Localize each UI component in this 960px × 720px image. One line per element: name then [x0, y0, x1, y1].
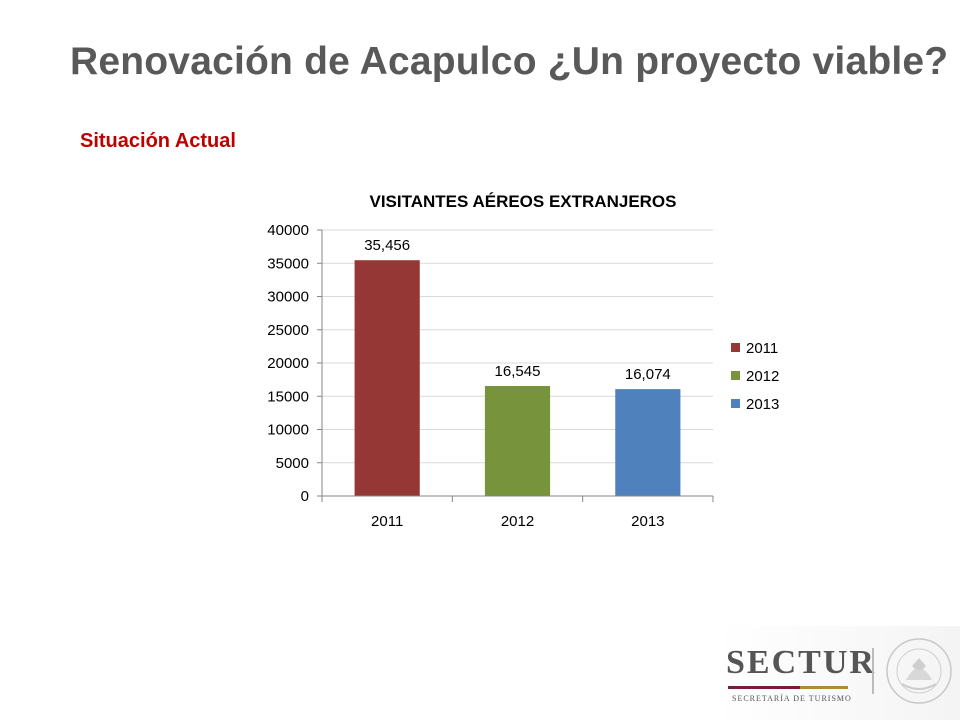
- page-title: Renovación de Acapulco ¿Un proyecto viab…: [70, 40, 949, 83]
- x-tick-label: 2011: [371, 513, 403, 530]
- data-label-2012: 16,545: [495, 363, 541, 380]
- legend-label-2013: 2013: [746, 396, 779, 413]
- y-tick-label: 30000: [267, 289, 309, 306]
- y-tick-label: 35000: [267, 255, 309, 272]
- chart-title: VISITANTES AÉREOS EXTRANJEROS: [370, 192, 677, 211]
- x-axis: 2011 2012 2013: [321, 495, 714, 530]
- y-tick-label: 5000: [276, 455, 309, 472]
- x-tick-label: 2012: [501, 513, 534, 530]
- sectur-logo: SECTUR SECRETARÍA DE TURISMO: [716, 626, 960, 720]
- logo-tagline: SECRETARÍA DE TURISMO: [732, 694, 852, 703]
- national-seal-icon: [886, 638, 952, 704]
- y-tick-label: 15000: [267, 388, 309, 405]
- y-tick-label: 20000: [267, 355, 309, 372]
- data-label-2011: 35,456: [364, 237, 410, 254]
- y-tick-label: 0: [301, 488, 309, 505]
- data-label-2013: 16,074: [625, 366, 671, 383]
- bar-2012: [484, 385, 551, 496]
- y-tick-label: 25000: [267, 322, 309, 339]
- legend-swatch-2012: [731, 371, 740, 380]
- legend: 2011 2012 2013: [731, 340, 779, 413]
- section-subtitle: Situación Actual: [80, 130, 236, 152]
- logo-wordmark: SECTUR: [726, 644, 876, 681]
- logo-divider: [872, 648, 874, 694]
- legend-label-2012: 2012: [746, 368, 779, 385]
- y-tick-label: 10000: [267, 422, 309, 439]
- legend-label-2011: 2011: [746, 340, 778, 357]
- legend-swatch-2011: [731, 343, 740, 352]
- bar-2011: [354, 260, 420, 496]
- bars: 35,456 16,545 16,074: [354, 237, 681, 496]
- logo-underline: [728, 686, 848, 689]
- y-tick-label: 40000: [267, 222, 309, 239]
- y-axis: 0 5000 10000 15000 20000 25000 30000 35000 40000: [267, 222, 323, 505]
- x-tick-label: 2013: [631, 513, 664, 530]
- legend-swatch-2013: [731, 399, 740, 408]
- bar-2013: [615, 389, 681, 496]
